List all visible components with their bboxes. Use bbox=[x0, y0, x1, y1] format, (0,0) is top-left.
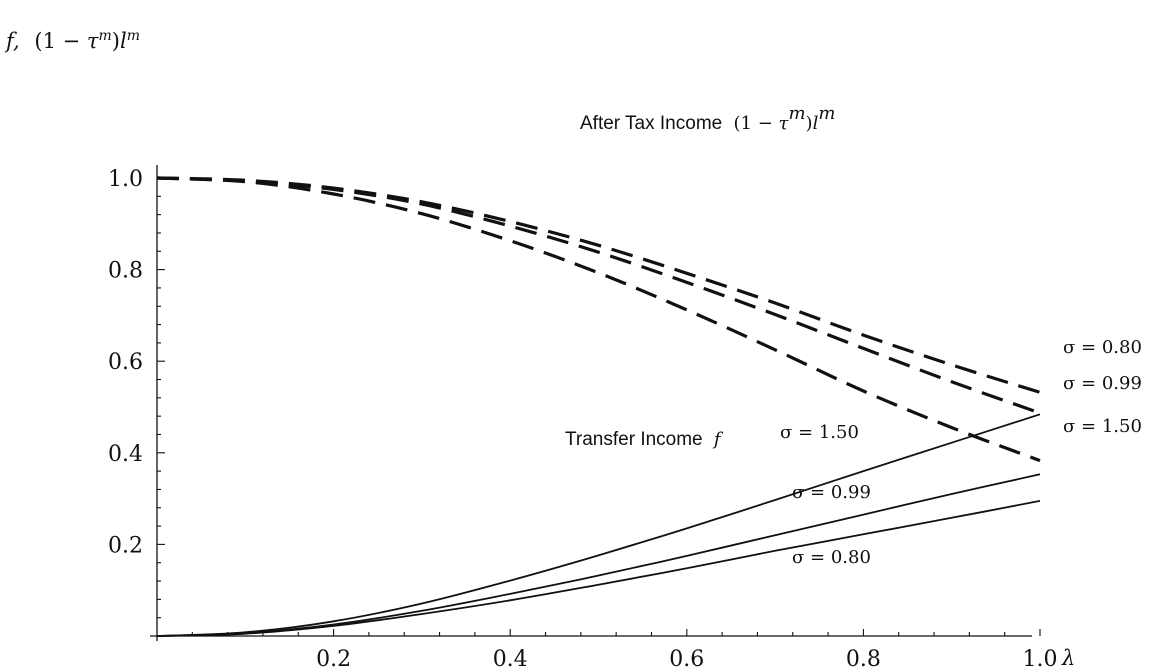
x-ticks: 0.2 0.4 0.6 0.8 1.0 bbox=[191, 629, 1058, 669]
y-tick-label-3: 0.8 bbox=[108, 259, 143, 284]
x-tick-label-4: 1.0 bbox=[1023, 647, 1058, 669]
sigma-label-dashed-mid: σ = 0.99 bbox=[1063, 373, 1142, 394]
y-tick-label-4: 1.0 bbox=[108, 167, 143, 192]
after-tax-income-label: After Tax Income (1 − τm)lm bbox=[580, 103, 835, 135]
sigma-label-solid-mid: σ = 0.99 bbox=[792, 482, 871, 503]
x-axis-title: λ bbox=[1061, 646, 1075, 669]
y-tick-label-1: 0.4 bbox=[108, 442, 143, 467]
after-tax-income-line-sigma-1-50 bbox=[156, 176, 1041, 463]
sigma-label-solid-top: σ = 1.50 bbox=[780, 422, 859, 443]
sigma-label-dashed-bot: σ = 1.50 bbox=[1063, 416, 1142, 437]
sigma-label-solid-bot: σ = 0.80 bbox=[792, 547, 871, 568]
x-tick-label-1: 0.4 bbox=[493, 647, 528, 669]
x-tick-label-2: 0.6 bbox=[669, 647, 704, 669]
y-axis-title: f, (1 − τm)lm bbox=[4, 28, 140, 53]
x-tick-label-0: 0.2 bbox=[316, 647, 351, 669]
after-tax-income-line-sigma-0-99 bbox=[156, 176, 1041, 415]
y-ticks: 0.2 0.4 0.6 0.8 1.0 bbox=[108, 167, 165, 619]
sigma-label-dashed-top: σ = 0.80 bbox=[1063, 337, 1142, 358]
y-tick-label-2: 0.6 bbox=[108, 350, 143, 375]
x-tick-label-3: 0.8 bbox=[846, 647, 881, 669]
transfer-income-label: Transfer Income f bbox=[565, 429, 724, 450]
transfer-income-line-sigma-0-99 bbox=[156, 473, 1041, 637]
transfer-income-line-sigma-1-50 bbox=[156, 413, 1041, 637]
y-tick-label-0: 0.2 bbox=[108, 533, 143, 558]
series-layer bbox=[156, 176, 1041, 637]
after-tax-income-line-sigma-0-80 bbox=[156, 176, 1041, 394]
transfer-income-line-sigma-0-80 bbox=[156, 500, 1041, 637]
